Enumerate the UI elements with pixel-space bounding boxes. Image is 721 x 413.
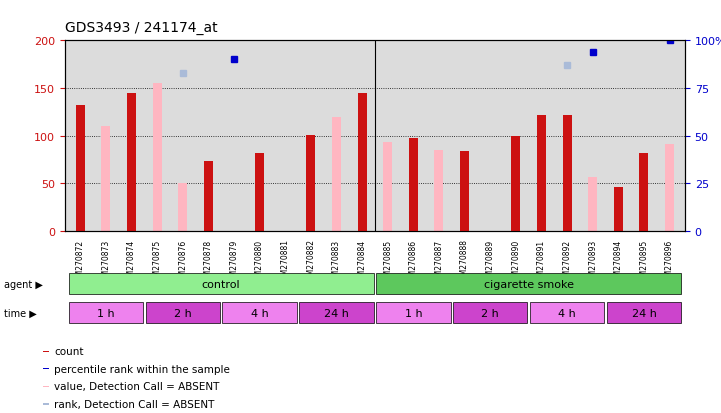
Bar xyxy=(562,115,572,231)
Text: 1 h: 1 h xyxy=(404,308,423,318)
Text: 24 h: 24 h xyxy=(632,308,656,318)
Text: 24 h: 24 h xyxy=(324,308,349,318)
Bar xyxy=(178,184,187,231)
Bar xyxy=(640,153,648,231)
Text: 4 h: 4 h xyxy=(251,308,268,318)
Bar xyxy=(306,135,315,231)
Bar xyxy=(460,152,469,231)
Bar xyxy=(358,93,366,231)
Bar xyxy=(43,404,49,405)
Bar xyxy=(376,274,681,294)
Bar xyxy=(146,303,220,323)
Text: percentile rank within the sample: percentile rank within the sample xyxy=(55,364,230,374)
Bar xyxy=(376,303,451,323)
Bar xyxy=(511,136,521,231)
Text: agent ▶: agent ▶ xyxy=(4,279,43,289)
Bar xyxy=(127,93,136,231)
Text: control: control xyxy=(202,279,241,289)
Bar xyxy=(453,303,527,323)
Text: 4 h: 4 h xyxy=(558,308,576,318)
Bar xyxy=(204,162,213,231)
Text: 1 h: 1 h xyxy=(97,308,115,318)
Bar xyxy=(68,274,373,294)
Bar xyxy=(43,351,49,352)
Text: count: count xyxy=(55,347,84,356)
Bar xyxy=(409,139,418,231)
Bar xyxy=(614,188,623,231)
Bar xyxy=(153,84,162,231)
Text: cigarette smoke: cigarette smoke xyxy=(484,279,574,289)
Text: 2 h: 2 h xyxy=(482,308,499,318)
Bar xyxy=(607,303,681,323)
Bar xyxy=(76,106,85,231)
Bar xyxy=(384,143,392,231)
Bar xyxy=(435,150,443,231)
Text: GDS3493 / 241174_at: GDS3493 / 241174_at xyxy=(65,21,218,35)
Text: value, Detection Call = ABSENT: value, Detection Call = ABSENT xyxy=(55,382,220,392)
Bar xyxy=(332,117,341,231)
Bar xyxy=(588,177,597,231)
Bar xyxy=(255,153,264,231)
Text: rank, Detection Call = ABSENT: rank, Detection Call = ABSENT xyxy=(55,399,215,409)
Bar xyxy=(537,115,546,231)
Bar xyxy=(223,303,297,323)
Bar xyxy=(530,303,604,323)
Text: time ▶: time ▶ xyxy=(4,308,36,318)
Bar xyxy=(665,145,674,231)
Bar xyxy=(43,368,49,370)
Text: 2 h: 2 h xyxy=(174,308,192,318)
Bar xyxy=(102,127,110,231)
Bar xyxy=(43,386,49,387)
Bar xyxy=(299,303,373,323)
Bar xyxy=(68,303,143,323)
